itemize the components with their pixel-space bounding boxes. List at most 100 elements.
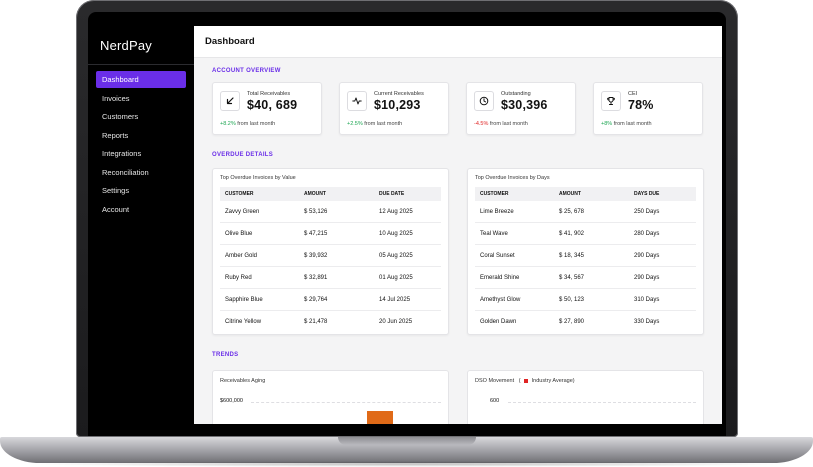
y-tick-label: 600 xyxy=(490,398,500,404)
change-percent: +8% xyxy=(601,121,613,127)
cell-customer: Sapphire Blue xyxy=(225,296,263,303)
cell-amount: $ 21,478 xyxy=(304,319,328,325)
cell-days-due: 290 Days xyxy=(634,252,660,259)
cell-days-due: 330 Days xyxy=(634,319,660,325)
column-header[interactable]: CUSTOMER xyxy=(225,191,254,197)
table-overdue-by-value: CUSTOMER AMOUNT DUE DATE Zavvy Green $ 53… xyxy=(220,187,441,333)
table-row[interactable]: Sapphire Blue $ 29,764 14 Jul 2025 xyxy=(220,289,441,311)
cell-customer: Teal Wave xyxy=(480,230,508,237)
activity-icon xyxy=(347,91,367,111)
cell-days-due: 310 Days xyxy=(634,296,660,303)
card-change: +8% from last month xyxy=(601,121,652,127)
cell-amount: $ 53,126 xyxy=(304,208,328,215)
cell-amount: $ 39,932 xyxy=(304,252,328,259)
sidebar-item-reconciliation[interactable]: Reconciliation xyxy=(102,167,149,177)
clock-icon xyxy=(474,91,494,111)
laptop-notch xyxy=(338,437,476,445)
column-header[interactable]: DAYS DUE xyxy=(634,191,660,197)
table-row[interactable]: Emerald Shine $ 34, 567 290 Days xyxy=(475,267,696,289)
card-cei[interactable]: CEI 78% +8% from last month xyxy=(593,82,703,135)
panel-overdue-by-days: Top Overdue Invoices by Days CUSTOMER AM… xyxy=(467,168,704,335)
sidebar-item-invoices[interactable]: Invoices xyxy=(102,93,130,103)
sidebar: NerdPay Dashboard Invoices Customers Rep… xyxy=(88,26,194,424)
chart-dso-movement: DSO Movement ( Industry Average) 600 xyxy=(467,370,704,424)
section-title-account-overview: ACCOUNT OVERVIEW xyxy=(212,68,281,74)
card-total-receivables[interactable]: Total Receivables $40, 689 +8.2% from la… xyxy=(212,82,322,135)
cell-customer: Amethyst Glow xyxy=(480,296,521,303)
card-label: CEI xyxy=(628,91,638,97)
panel-overdue-by-value: Top Overdue Invoices by Value CUSTOMER A… xyxy=(212,168,449,335)
chart-title-text: DSO Movement xyxy=(475,378,515,384)
table-overdue-by-days: CUSTOMER AMOUNT DAYS DUE Lime Breeze $ 25… xyxy=(475,187,696,333)
cell-amount: $ 47,215 xyxy=(304,230,328,237)
panel-title: Top Overdue Invoices by Value xyxy=(220,175,296,181)
card-label: Total Receivables xyxy=(247,91,291,97)
cell-customer: Lime Breeze xyxy=(480,208,514,215)
cell-amount: $ 18, 345 xyxy=(559,252,585,259)
change-percent: +8.2% xyxy=(220,121,236,127)
cell-customer: Citrine Yellow xyxy=(225,319,262,325)
column-header[interactable]: AMOUNT xyxy=(559,191,581,197)
legend-paren: ( xyxy=(518,378,521,384)
table-row[interactable]: Citrine Yellow $ 21,478 20 Jun 2025 xyxy=(220,311,441,333)
legend-label: Industry Average) xyxy=(531,378,575,384)
section-title-overdue-details: OVERDUE DETAILS xyxy=(212,152,274,158)
cell-customer: Ruby Red xyxy=(225,274,252,281)
table-row[interactable]: Olive Blue $ 47,215 10 Aug 2025 xyxy=(220,223,441,245)
table-row[interactable]: Coral Sunset $ 18, 345 290 Days xyxy=(475,245,696,267)
card-outstanding[interactable]: Outstanding $30,396 -4.5% from last mont… xyxy=(466,82,576,135)
cell-customer: Golden Dawn xyxy=(480,319,517,325)
sidebar-item-integrations[interactable]: Integrations xyxy=(102,149,142,158)
cell-amount: $ 25, 678 xyxy=(559,208,585,215)
change-suffix: from last month xyxy=(489,121,528,127)
cell-due-date: 05 Aug 2025 xyxy=(379,252,413,259)
table-row[interactable]: Zavvy Green $ 53,126 12 Aug 2025 xyxy=(220,201,441,223)
card-change: +8.2% from last month xyxy=(220,121,275,127)
sidebar-item-dashboard[interactable]: Dashboard xyxy=(96,71,186,88)
table-row[interactable]: Amethyst Glow $ 50, 123 310 Days xyxy=(475,289,696,311)
card-value: 78% xyxy=(628,98,654,112)
card-current-receivables[interactable]: Current Receivables $10,293 +2.5% from l… xyxy=(339,82,449,135)
cell-amount: $ 50, 123 xyxy=(559,296,585,303)
cell-days-due: 280 Days xyxy=(634,230,660,237)
sidebar-item-customers[interactable]: Customers xyxy=(102,112,139,121)
brand-logo: NerdPay xyxy=(100,38,152,53)
column-header[interactable]: AMOUNT xyxy=(304,191,326,197)
table-row[interactable]: Ruby Red $ 32,891 01 Aug 2025 xyxy=(220,267,441,289)
trend-charts: Receivables Aging $600,000 DSO Movement … xyxy=(212,370,704,424)
overdue-tables: Top Overdue Invoices by Value CUSTOMER A… xyxy=(212,168,704,335)
screen: NerdPay Dashboard Invoices Customers Rep… xyxy=(88,26,722,424)
card-value: $10,293 xyxy=(374,98,421,112)
column-header[interactable]: DUE DATE xyxy=(379,191,405,197)
cell-amount: $ 41, 902 xyxy=(559,230,585,237)
laptop-shadow xyxy=(20,461,793,467)
cell-due-date: 14 Jul 2025 xyxy=(379,296,411,303)
table-header: CUSTOMER AMOUNT DAYS DUE xyxy=(475,187,696,201)
change-suffix: from last month xyxy=(364,121,403,127)
table-row[interactable]: Amber Gold $ 39,932 05 Aug 2025 xyxy=(220,245,441,267)
section-title-trends: TRENDS xyxy=(212,352,239,358)
cell-customer: Emerald Shine xyxy=(480,274,520,281)
cell-due-date: 12 Aug 2025 xyxy=(379,208,413,215)
trophy-icon xyxy=(601,91,621,111)
cell-days-due: 250 Days xyxy=(634,208,660,215)
column-header[interactable]: CUSTOMER xyxy=(480,191,509,197)
sidebar-item-account[interactable]: Account xyxy=(102,204,130,214)
panel-title: Top Overdue Invoices by Days xyxy=(475,175,550,181)
cell-due-date: 10 Aug 2025 xyxy=(379,230,413,237)
card-label: Outstanding xyxy=(501,91,531,97)
gridline xyxy=(508,402,696,403)
dashboard-content: ACCOUNT OVERVIEW Total Receivables $40, … xyxy=(194,58,722,424)
sidebar-item-reports[interactable]: Reports xyxy=(102,130,129,140)
table-header: CUSTOMER AMOUNT DUE DATE xyxy=(220,187,441,201)
table-row[interactable]: Teal Wave $ 41, 902 280 Days xyxy=(475,223,696,245)
chart-bar[interactable] xyxy=(367,411,393,424)
change-percent: -4.5% xyxy=(474,121,489,127)
cell-days-due: 290 Days xyxy=(634,274,660,281)
sidebar-item-settings[interactable]: Settings xyxy=(102,186,130,195)
card-change: -4.5% from last month xyxy=(474,121,528,127)
card-label: Current Receivables xyxy=(374,91,424,97)
table-row[interactable]: Lime Breeze $ 25, 678 250 Days xyxy=(475,201,696,223)
table-row[interactable]: Golden Dawn $ 27, 890 330 Days xyxy=(475,311,696,333)
cell-amount: $ 34, 567 xyxy=(559,274,585,281)
